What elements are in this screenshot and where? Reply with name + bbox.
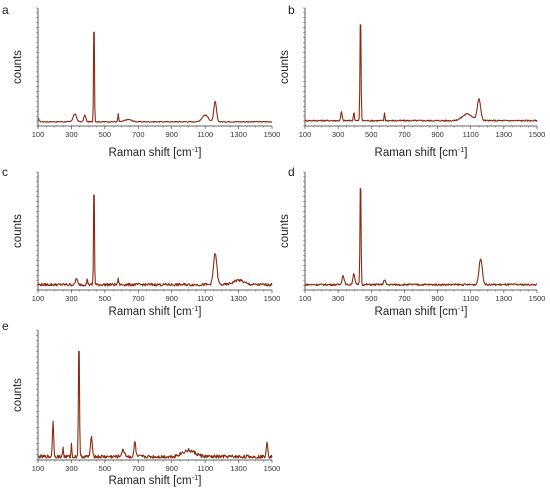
x-tick-label: 1300 (230, 464, 247, 473)
x-tick-label: 900 (165, 130, 178, 139)
panel-letter: b (288, 3, 295, 17)
x-axis-label-suffix: ] (198, 147, 201, 159)
x-axis-label-suffix: ] (198, 475, 201, 487)
x-axis-label-sup: -1 (192, 473, 199, 482)
x-axis-label: Raman shift [cm-1] (109, 304, 202, 318)
x-axis-label: Raman shift [cm-1] (109, 145, 202, 159)
x-axis-label-sup: -1 (458, 145, 465, 154)
x-tick-label: 1100 (197, 294, 213, 303)
x-tick-label: 700 (398, 130, 411, 139)
x-tick-label: 300 (332, 130, 345, 139)
x-tick-label: 100 (32, 464, 45, 473)
spectrum-line (304, 24, 538, 122)
panel-a: a 100 300 500 700 900 1100 1300 1500 counts Raman … (2, 3, 280, 159)
x-tick-label: 1300 (230, 130, 247, 139)
x-axis-label-main: Raman shift [cm (109, 147, 192, 159)
x-tick-label: 1100 (197, 130, 213, 139)
x-tick-label: 100 (32, 294, 45, 303)
x-axis-label-sup: -1 (458, 304, 465, 313)
x-axis-label-main: Raman shift [cm (375, 306, 458, 318)
panel-b: b 100 300 500 700 900 1100 1300 1500 counts Raman … (279, 3, 545, 159)
x-tick-label: 500 (99, 294, 112, 303)
x-tick-label: 1300 (496, 294, 513, 303)
x-axis-label-sup: -1 (192, 304, 199, 313)
x-axis-label: Raman shift [cm-1] (375, 145, 468, 159)
x-tick-label: 700 (398, 294, 411, 303)
x-tick-label: 500 (99, 130, 112, 139)
panel-d: d 100 300 500 700 900 1100 1300 1500 counts Raman … (279, 165, 545, 318)
x-axis-label-main: Raman shift [cm (375, 147, 458, 159)
x-tick-label: 900 (431, 130, 444, 139)
panel-e: e 100 300 500 700 900 1100 1300 1500 counts Raman … (2, 319, 280, 487)
x-tick-label: 1500 (529, 294, 546, 303)
y-axis-label: counts (279, 214, 291, 248)
spectrum-line (37, 31, 273, 123)
panel-letter: c (2, 165, 8, 179)
y-axis-label: counts (12, 378, 24, 412)
x-axis-label: Raman shift [cm-1] (375, 304, 468, 318)
x-tick-label: 1500 (264, 464, 281, 473)
x-tick-label: 1500 (264, 130, 281, 139)
x-tick-label: 500 (365, 130, 378, 139)
x-tick-label: 700 (132, 294, 145, 303)
x-tick-label: 300 (332, 294, 345, 303)
x-tick-label: 1300 (496, 130, 513, 139)
spectrum-line (37, 194, 273, 287)
x-tick-label: 500 (99, 464, 112, 473)
x-tick-label: 700 (132, 130, 145, 139)
x-tick-label: 900 (431, 294, 444, 303)
y-axis-label: counts (279, 50, 291, 84)
spectrum-line (304, 187, 538, 287)
x-axis-label: Raman shift [cm-1] (109, 473, 202, 487)
panel-c: c 100 300 500 700 900 1100 1300 1500 counts Raman … (2, 165, 280, 318)
panel-letter: e (2, 319, 9, 333)
x-tick-label: 300 (65, 294, 78, 303)
x-tick-label: 100 (299, 294, 312, 303)
x-tick-label: 700 (132, 464, 145, 473)
panel-letter: a (2, 3, 9, 17)
x-tick-label: 300 (65, 130, 78, 139)
x-tick-label: 1100 (463, 130, 479, 139)
x-tick-label: 1300 (230, 294, 247, 303)
x-tick-label: 100 (32, 130, 45, 139)
x-axis-label-sup: -1 (192, 145, 199, 154)
x-axis-label-suffix: ] (464, 147, 467, 159)
x-tick-label: 900 (165, 294, 178, 303)
y-axis-label: counts (12, 214, 24, 248)
x-axis-label-suffix: ] (198, 306, 201, 318)
x-axis-label-suffix: ] (464, 306, 467, 318)
x-tick-label: 1100 (463, 294, 479, 303)
spectrum-line (37, 350, 273, 459)
x-tick-label: 900 (165, 464, 178, 473)
x-tick-label: 1500 (529, 130, 546, 139)
x-tick-label: 300 (65, 464, 78, 473)
panel-letter: d (288, 165, 295, 179)
x-tick-label: 500 (365, 294, 378, 303)
y-axis-label: counts (12, 50, 24, 84)
x-axis-label-main: Raman shift [cm (109, 306, 192, 318)
x-tick-label: 1500 (264, 294, 281, 303)
x-axis-label-main: Raman shift [cm (109, 475, 192, 487)
x-tick-label: 1100 (197, 464, 213, 473)
x-tick-label: 100 (299, 130, 312, 139)
